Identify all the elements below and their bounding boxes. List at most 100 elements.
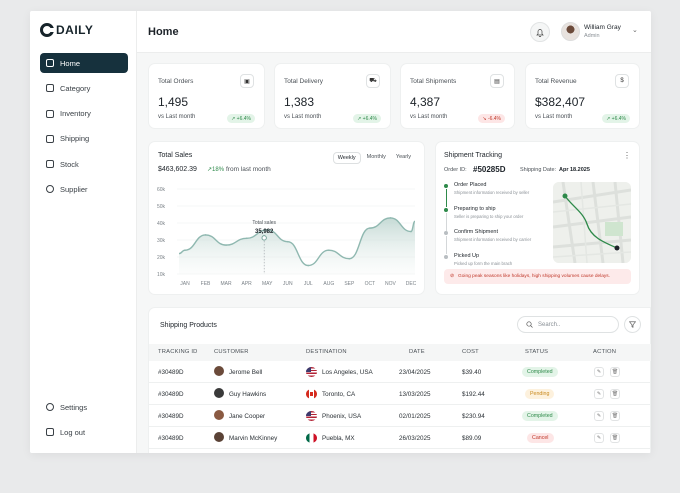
data-point[interactable] (307, 264, 310, 267)
trash-icon[interactable]: 🗑 (610, 389, 620, 399)
sidebar-item-category[interactable]: Category (40, 78, 128, 98)
data-point[interactable] (389, 217, 392, 219)
column-header: COST (462, 349, 479, 355)
sidebar-nav: Home Category Inventory Shipping Stock S… (40, 53, 128, 205)
sidebar-item-shipping[interactable]: Shipping (40, 129, 128, 149)
data-point[interactable] (245, 237, 248, 240)
stat-change-badge: ↗ +6.4% (227, 114, 255, 123)
avatar[interactable] (561, 22, 580, 41)
chart-area-fill (179, 217, 415, 274)
stat-change-badge: ↗ +6.4% (602, 114, 630, 123)
table-row[interactable]: #30489D Marvin McKinney Puebla, MX 26/03… (149, 427, 651, 449)
notification-button[interactable] (530, 22, 550, 42)
filter-button[interactable] (624, 316, 641, 333)
avatar (214, 366, 224, 376)
user-icon (46, 185, 54, 194)
sidebar-item-label: Log out (60, 427, 86, 437)
sidebar-item-label: Home (60, 58, 81, 68)
stat-change-badge: ↗ +6.4% (353, 114, 381, 123)
table-row[interactable]: #30489D Jane Cooper Phoenix, USA 02/01/2… (149, 405, 651, 427)
data-point[interactable] (410, 230, 412, 233)
route-map[interactable] (553, 182, 631, 263)
status-badge: Cancel (527, 432, 554, 443)
data-point[interactable] (184, 249, 186, 251)
mexico-flag-icon (306, 432, 317, 443)
edit-icon[interactable]: ✎ (594, 367, 604, 377)
data-point[interactable] (369, 227, 371, 229)
table-header: TRACKING ID CUSTOMER DESTINATION DATE CO… (149, 344, 651, 361)
more-icon[interactable]: ⋮ (623, 151, 631, 160)
data-point[interactable] (348, 257, 351, 260)
avatar (214, 388, 224, 398)
table-row[interactable]: #30489D Jerome Bell Los Angeles, USA 23/… (149, 361, 651, 383)
customer-name: Jane Cooper (229, 412, 266, 420)
trash-icon[interactable]: 🗑 (610, 411, 620, 421)
truck-icon: ⛟ (366, 74, 380, 88)
data-point[interactable] (204, 234, 207, 236)
sidebar-item-supplier[interactable]: Supplier (40, 179, 128, 199)
destination: Puebla, MX (322, 434, 355, 442)
stat-change-badge: ↘ -6.4% (478, 114, 505, 123)
data-point[interactable] (225, 244, 227, 246)
sidebar-item-label: Inventory (60, 109, 91, 119)
sales-value: $463,602.39 (158, 166, 197, 173)
data-point[interactable] (266, 229, 268, 231)
page-title: Home (148, 26, 179, 38)
chevron-down-icon[interactable]: ⌄ (632, 27, 638, 34)
highlight-point[interactable] (261, 235, 267, 241)
tracking-id: #30489D (158, 412, 184, 420)
sidebar-item-home[interactable]: Home (40, 53, 128, 73)
x-tick-label: NOV (385, 281, 397, 287)
trash-icon[interactable]: 🗑 (610, 433, 620, 443)
step-title: Preparing to ship (454, 205, 496, 212)
sidebar-item-inventory[interactable]: Inventory (40, 104, 128, 124)
customer-name: Guy Hawkins (229, 390, 267, 398)
package-icon: ▤ (490, 74, 504, 88)
column-header: DATE (409, 349, 425, 355)
sales-chart-card: Total Sales $463,602.39 ↗18% from last m… (148, 141, 425, 295)
sidebar-item-logout[interactable]: Log out (40, 422, 128, 442)
sidebar-item-stock[interactable]: Stock (40, 154, 128, 174)
customer-name: Marvin McKinney (229, 434, 278, 442)
top-header: Home William Gray Admin ⌄ (137, 11, 651, 53)
logo[interactable]: DAILY (40, 23, 93, 37)
gear-icon (46, 403, 54, 411)
edit-icon[interactable]: ✎ (594, 411, 604, 421)
grid-icon (46, 59, 54, 67)
sidebar-item-settings[interactable]: Settings (40, 397, 128, 417)
tracking-id: #30489D (158, 434, 184, 442)
sales-area-chart: JAN FEB MAR APR MAY JUN JUL AUG SEP OCT NOV DEC 60k… (157, 187, 417, 287)
period-tabs: Weekly Monthly Yearly (332, 152, 415, 164)
delay-warning: ⊘ Going peak seasons like holidays, high … (444, 269, 631, 284)
data-point[interactable] (286, 240, 289, 243)
step-title: Confirm Shipment (454, 229, 499, 235)
table-row[interactable]: #30489D Guy Hawkins Toronto, CA 13/03/20… (149, 383, 651, 405)
box-icon (46, 160, 54, 169)
stat-label: Total Shipments (410, 78, 457, 85)
trash-icon[interactable]: 🗑 (610, 367, 620, 377)
x-tick-label: JAN (180, 281, 190, 287)
x-tick-label: FEB (201, 281, 211, 287)
tab-yearly[interactable]: Yearly (395, 154, 411, 160)
user-name: William Gray (584, 24, 621, 31)
avatar (214, 432, 224, 442)
tab-monthly[interactable]: Monthly (366, 154, 386, 160)
app-window: DAILY Home Category Inventory Shipping S… (30, 11, 651, 453)
column-header: ACTION (593, 349, 617, 355)
search-input[interactable]: Search.. (517, 316, 619, 333)
search-placeholder: Search.. (538, 321, 561, 328)
column-header: TRACKING ID (158, 349, 198, 355)
column-header: STATUS (525, 349, 549, 355)
status-badge: Completed (522, 410, 558, 421)
stat-value: 1,383 (284, 95, 315, 109)
avatar (214, 410, 224, 420)
data-point[interactable] (328, 249, 330, 251)
y-tick-label: 60k (157, 187, 166, 193)
edit-icon[interactable]: ✎ (594, 433, 604, 443)
y-tick-label: 20k (157, 255, 166, 261)
edit-icon[interactable]: ✎ (594, 389, 604, 399)
stat-card-orders: Total Orders ▣ 1,495 vs Last month ↗ +6.… (148, 63, 265, 129)
tab-weekly[interactable]: Weekly (332, 152, 361, 164)
logout-icon (46, 428, 54, 436)
stat-card-delivery: Total Delivery ⛟ 1,383 vs Last month ↗ +… (274, 63, 391, 129)
